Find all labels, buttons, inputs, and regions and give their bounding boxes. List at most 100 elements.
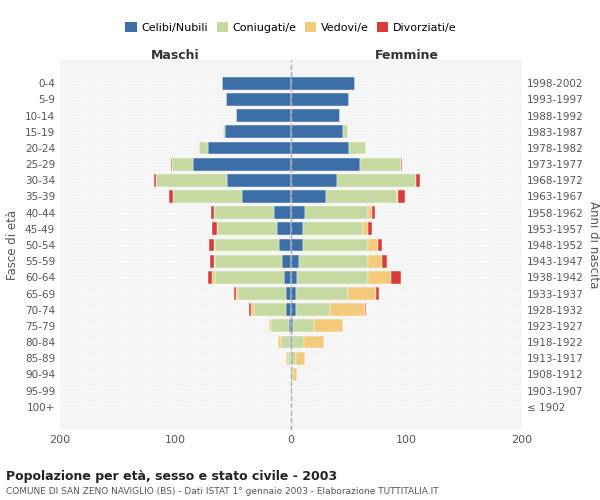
Text: Popolazione per età, sesso e stato civile - 2003: Popolazione per età, sesso e stato civil…: [6, 470, 337, 483]
Bar: [291, 271, 297, 284]
Bar: [242, 190, 291, 203]
Bar: [291, 303, 296, 316]
Bar: [291, 238, 302, 252]
Bar: [382, 254, 387, 268]
Bar: [199, 142, 208, 154]
Bar: [269, 320, 271, 332]
Bar: [296, 352, 305, 364]
Bar: [286, 287, 291, 300]
Bar: [391, 271, 401, 284]
Bar: [215, 254, 282, 268]
Bar: [293, 368, 297, 381]
Bar: [238, 287, 286, 300]
Bar: [302, 222, 362, 235]
Bar: [287, 352, 291, 364]
Legend: Celibi/Nubili, Coniugati/e, Vedovi/e, Divorziati/e: Celibi/Nubili, Coniugati/e, Vedovi/e, Di…: [121, 18, 461, 37]
Bar: [291, 336, 292, 348]
Bar: [173, 190, 242, 203]
Bar: [398, 190, 406, 203]
Bar: [226, 93, 291, 106]
Bar: [343, 126, 347, 138]
Bar: [212, 271, 215, 284]
Bar: [284, 271, 291, 284]
Bar: [154, 174, 156, 187]
Bar: [222, 77, 291, 90]
Bar: [291, 77, 355, 90]
Bar: [286, 352, 287, 364]
Bar: [372, 206, 376, 219]
Bar: [280, 238, 291, 252]
Bar: [397, 190, 398, 203]
Bar: [291, 126, 343, 138]
Bar: [214, 206, 274, 219]
Bar: [368, 238, 377, 252]
Bar: [235, 287, 236, 300]
Bar: [291, 254, 299, 268]
Bar: [291, 109, 340, 122]
Bar: [349, 142, 366, 154]
Bar: [401, 158, 402, 170]
Bar: [172, 158, 193, 170]
Bar: [208, 271, 212, 284]
Bar: [376, 287, 379, 300]
Bar: [274, 206, 291, 219]
Bar: [156, 174, 227, 187]
Bar: [293, 320, 314, 332]
Bar: [290, 368, 291, 381]
Bar: [236, 109, 291, 122]
Text: Maschi: Maschi: [151, 50, 200, 62]
Bar: [169, 190, 173, 203]
Bar: [215, 271, 284, 284]
Bar: [291, 287, 296, 300]
Bar: [208, 142, 291, 154]
Bar: [223, 126, 225, 138]
Bar: [302, 238, 368, 252]
Bar: [362, 222, 368, 235]
Bar: [217, 222, 277, 235]
Bar: [193, 158, 291, 170]
Bar: [251, 303, 254, 316]
Bar: [225, 126, 291, 138]
Bar: [291, 174, 337, 187]
Bar: [210, 254, 214, 268]
Bar: [171, 158, 172, 170]
Bar: [291, 206, 305, 219]
Bar: [305, 206, 368, 219]
Bar: [299, 254, 368, 268]
Bar: [214, 254, 215, 268]
Bar: [291, 352, 296, 364]
Bar: [377, 238, 382, 252]
Bar: [291, 142, 349, 154]
Bar: [286, 303, 291, 316]
Bar: [227, 174, 291, 187]
Bar: [254, 303, 286, 316]
Bar: [368, 222, 372, 235]
Bar: [368, 254, 382, 268]
Bar: [416, 174, 421, 187]
Bar: [326, 190, 397, 203]
Bar: [291, 384, 292, 397]
Bar: [365, 303, 366, 316]
Bar: [212, 222, 217, 235]
Bar: [368, 271, 391, 284]
Bar: [296, 303, 330, 316]
Bar: [278, 336, 281, 348]
Bar: [314, 320, 343, 332]
Bar: [291, 93, 349, 106]
Bar: [368, 206, 372, 219]
Bar: [282, 254, 291, 268]
Bar: [291, 190, 326, 203]
Y-axis label: Fasce di età: Fasce di età: [7, 210, 19, 280]
Bar: [296, 287, 347, 300]
Bar: [291, 320, 293, 332]
Bar: [347, 287, 376, 300]
Bar: [214, 238, 215, 252]
Bar: [297, 271, 368, 284]
Bar: [291, 158, 360, 170]
Bar: [211, 206, 214, 219]
Bar: [271, 320, 289, 332]
Bar: [209, 238, 214, 252]
Text: Femmine: Femmine: [374, 50, 439, 62]
Bar: [292, 336, 304, 348]
Bar: [337, 174, 416, 187]
